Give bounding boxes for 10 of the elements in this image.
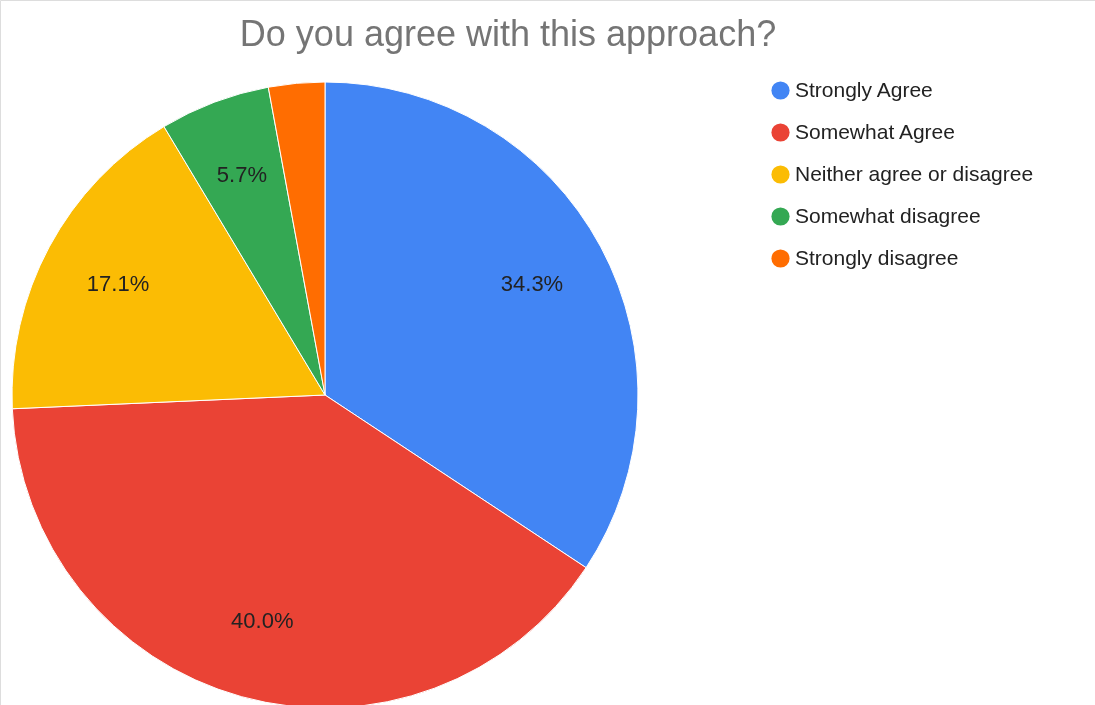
chart-title: Do you agree with this approach? <box>239 13 777 54</box>
legend-label: Somewhat Agree <box>795 119 955 143</box>
legend-label: Neither agree or disagree <box>795 161 1034 185</box>
data-label: 34.3% <box>500 270 564 296</box>
legend-label: Strongly disagree <box>795 245 959 269</box>
data-label: 40.0% <box>231 608 294 634</box>
legend-label: Somewhat disagree <box>795 203 981 227</box>
data-label: 17.1% <box>86 270 150 296</box>
legend-label: Strongly Agree <box>795 77 933 101</box>
data-label: 5.7% <box>216 162 268 188</box>
